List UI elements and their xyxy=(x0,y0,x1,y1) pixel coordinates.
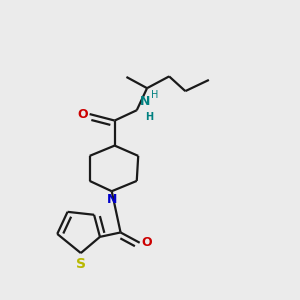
Text: S: S xyxy=(76,257,86,272)
Text: N: N xyxy=(140,95,150,108)
Text: O: O xyxy=(141,236,152,249)
Text: H: H xyxy=(146,112,154,122)
Text: O: O xyxy=(77,108,88,121)
Text: N: N xyxy=(106,193,117,206)
Text: H: H xyxy=(151,90,158,100)
